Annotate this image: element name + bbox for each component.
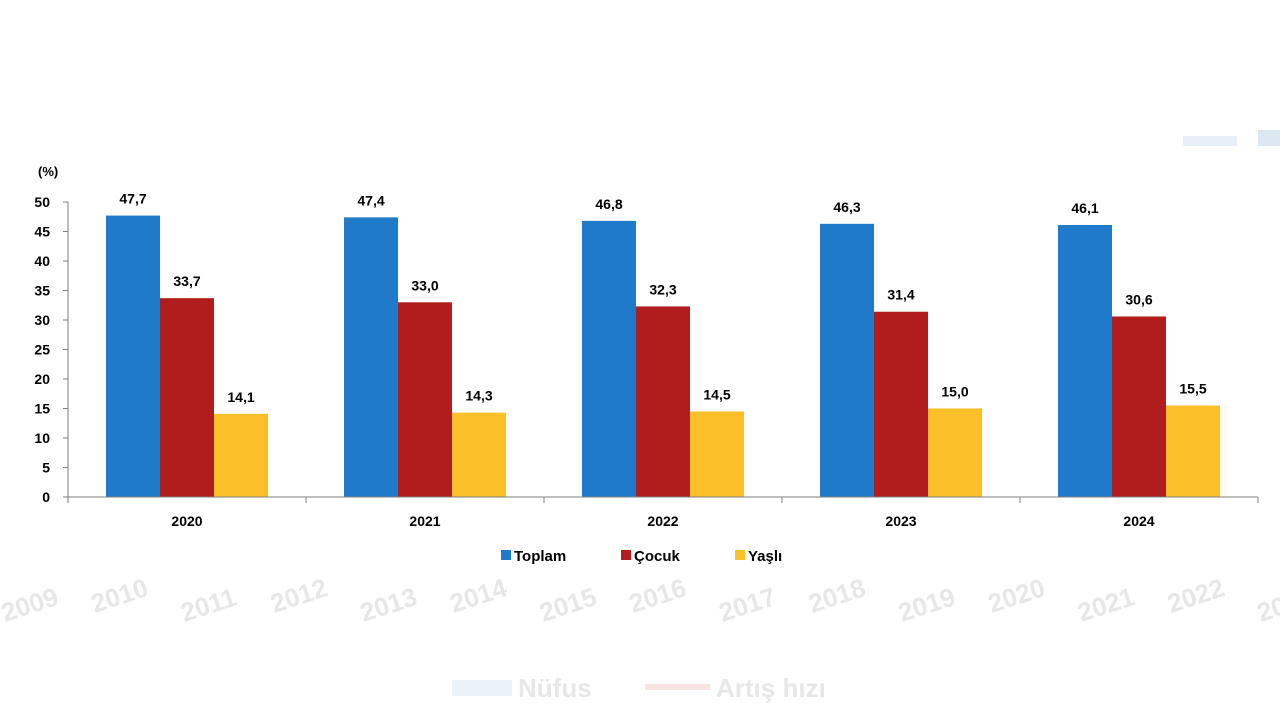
x-category-label: 2023 xyxy=(885,513,916,529)
x-category-label: 2021 xyxy=(409,513,440,529)
bar-value-label: 14,5 xyxy=(703,386,730,402)
bar xyxy=(636,306,690,497)
y-axis: 0 5 10 15 20 25 30 35 40 45 50 xyxy=(34,194,69,505)
legend-swatch xyxy=(501,550,511,560)
x-axis: 2020 2021 2022 2023 2024 xyxy=(67,496,1259,529)
bar-value-label: 14,1 xyxy=(227,389,254,405)
watermark-legend-swatch xyxy=(645,684,710,690)
bar-value-label: 33,7 xyxy=(173,273,200,289)
x-category-label: 2020 xyxy=(171,513,202,529)
bar-value-label: 46,3 xyxy=(833,199,860,215)
bar-value-label: 46,1 xyxy=(1071,200,1098,216)
bar xyxy=(214,413,268,497)
bar xyxy=(160,298,214,497)
bar-value-label: 14,3 xyxy=(465,388,492,404)
y-axis-unit-label: (%) xyxy=(38,164,58,179)
watermark-legend-swatch xyxy=(452,680,512,696)
watermark-decoration xyxy=(1258,130,1280,146)
bar xyxy=(106,215,160,497)
x-category-label: 2024 xyxy=(1123,513,1154,529)
bar-value-label: 33,0 xyxy=(411,277,438,293)
y-tick-label: 30 xyxy=(34,312,50,328)
bar xyxy=(1166,405,1220,497)
legend-label: Çocuk xyxy=(634,548,681,565)
bar xyxy=(928,408,982,497)
bar-value-label: 15,0 xyxy=(941,384,968,400)
bar xyxy=(874,311,928,497)
y-tick-label: 20 xyxy=(34,371,50,387)
bars-group: 47,7 33,7 14,1 47,4 33,0 14,3 46,8 32,3 14,5 46,3… xyxy=(106,191,1220,497)
y-tick-label: 5 xyxy=(42,460,50,476)
y-tick-label: 15 xyxy=(34,401,50,417)
y-tick-label: 0 xyxy=(42,489,50,505)
bar-value-label: 31,4 xyxy=(887,287,914,303)
bar-value-label: 30,6 xyxy=(1125,291,1152,307)
legend-swatch xyxy=(735,550,745,560)
bar xyxy=(690,411,744,497)
bar-value-label: 46,8 xyxy=(595,196,622,212)
y-tick-label: 40 xyxy=(34,253,50,269)
bar-value-label: 47,4 xyxy=(357,192,384,208)
bar xyxy=(820,223,874,497)
y-tick-label: 35 xyxy=(34,283,50,299)
legend-swatch xyxy=(621,550,631,560)
bar xyxy=(582,220,636,497)
y-tick-label: 50 xyxy=(34,194,50,210)
legend: Toplam Çocuk Yaşlı xyxy=(501,548,782,565)
bar-value-label: 15,5 xyxy=(1179,381,1206,397)
bar xyxy=(1112,316,1166,497)
watermark-legend-label: Artış hızı xyxy=(716,673,826,703)
watermark-legend-label: Nüfus xyxy=(518,673,592,703)
bar xyxy=(452,412,506,497)
legend-label: Toplam xyxy=(514,548,566,565)
bar xyxy=(1058,225,1112,497)
legend-label: Yaşlı xyxy=(748,548,782,565)
bar-value-label: 32,3 xyxy=(649,281,676,297)
watermark-decoration xyxy=(1183,136,1237,146)
y-tick-label: 25 xyxy=(34,342,50,358)
y-tick-label: 10 xyxy=(34,430,50,446)
x-category-label: 2022 xyxy=(647,513,678,529)
bar-value-label: 47,7 xyxy=(119,191,146,207)
bar xyxy=(398,302,452,497)
y-tick-label: 45 xyxy=(34,224,50,240)
bar xyxy=(344,217,398,497)
